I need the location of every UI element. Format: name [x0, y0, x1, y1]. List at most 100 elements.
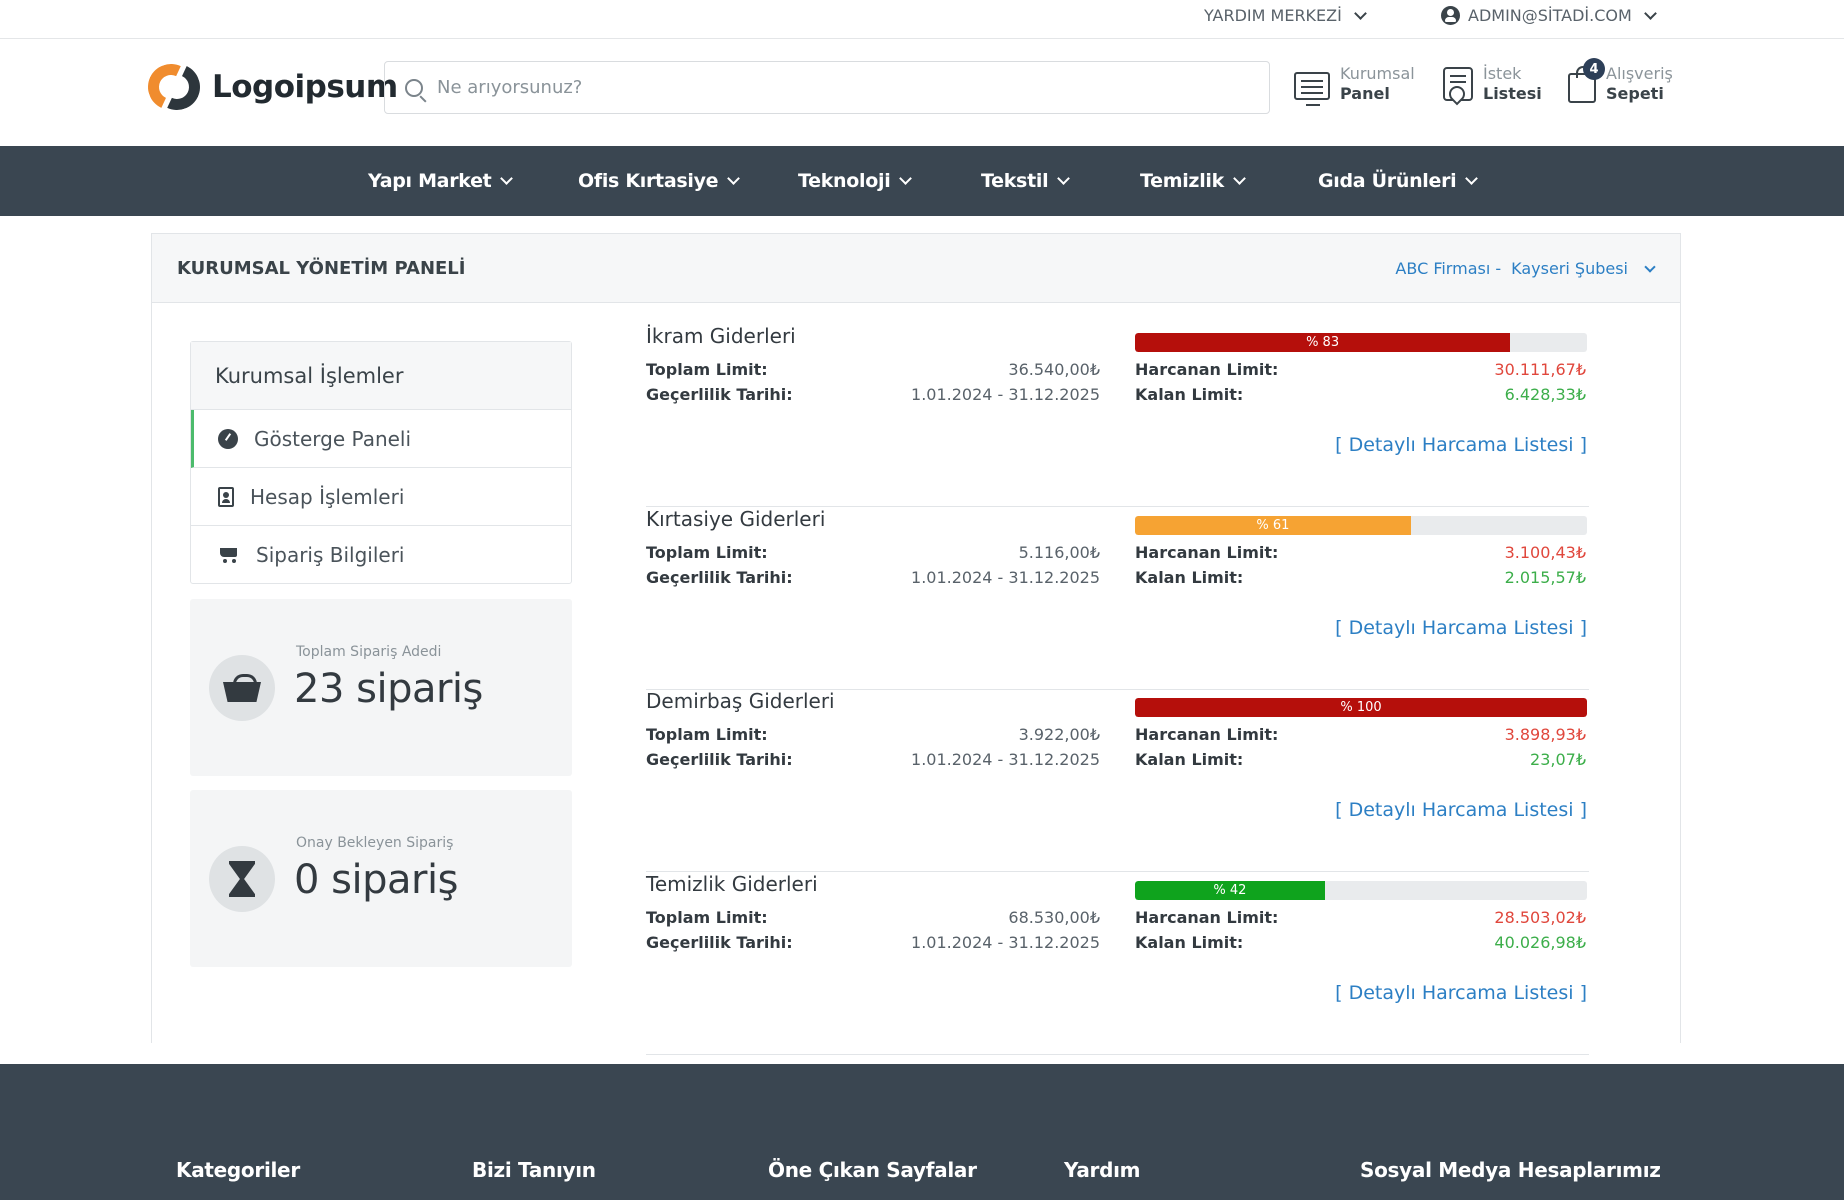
spent-limit-label: Harcanan Limit:	[1135, 908, 1279, 927]
spent-limit-label: Harcanan Limit:	[1135, 725, 1279, 744]
usage-percent-label: % 100	[1340, 700, 1382, 715]
budget-title: Kırtasiye Giderleri	[646, 507, 826, 531]
total-limit-label: Toplam Limit:	[646, 360, 768, 379]
validity-label: Geçerlilik Tarihi:	[646, 933, 793, 952]
nav-item-ofis-kirtasiye[interactable]: Ofis Kırtasiye	[578, 170, 741, 192]
address-book-icon	[218, 486, 234, 507]
footer-heading-about[interactable]: Bizi Tanıyın	[472, 1158, 596, 1182]
nav-item-label: Yapı Market	[368, 170, 492, 192]
budget-title: Demirbaş Giderleri	[646, 689, 835, 713]
nav-item-label: Teknoloji	[798, 170, 891, 192]
cart-count-badge: 4	[1583, 58, 1605, 80]
nav-item-gida-urunleri[interactable]: Gıda Ürünleri	[1318, 170, 1479, 192]
search-icon[interactable]	[405, 78, 423, 97]
corporate-panel-label-bottom: Panel	[1340, 84, 1390, 103]
wishlist-link[interactable]: İstek Listesi	[1443, 64, 1542, 104]
remaining-limit-value: 40.026,98₺	[1494, 933, 1586, 952]
budget-title: Temizlik Giderleri	[646, 872, 818, 896]
total-limit-value: 5.116,00₺	[1018, 543, 1100, 562]
chevron-down-icon	[1353, 6, 1367, 20]
chevron-down-icon	[1057, 172, 1071, 185]
shopping-cart-label-top: Alışveriş	[1606, 64, 1673, 83]
pending-orders-card: Onay Bekleyen Sipariş 0 sipariş	[190, 790, 572, 967]
remaining-limit-value: 2.015,57₺	[1504, 568, 1586, 587]
usage-progress-bar: % 100	[1135, 698, 1587, 717]
detail-spending-link[interactable]: [ Detaylı Harcama Listesi ]	[1335, 799, 1587, 821]
branch-name: Kayseri Şubesi	[1511, 259, 1628, 278]
remaining-limit-label: Kalan Limit:	[1135, 750, 1244, 769]
logo-text: Logoipsum	[212, 69, 398, 105]
nav-item-label: Gıda Ürünleri	[1318, 170, 1457, 192]
validity-label: Geçerlilik Tarihi:	[646, 750, 793, 769]
footer-heading-social[interactable]: Sosyal Medya Hesaplarımız	[1360, 1158, 1661, 1182]
search-box	[384, 61, 1270, 114]
remaining-limit-value: 6.428,33₺	[1504, 385, 1586, 404]
nav-item-label: Tekstil	[981, 170, 1049, 192]
validity-value: 1.01.2024 - 31.12.2025	[911, 750, 1100, 769]
stat-value: 23 sipariş	[294, 666, 483, 712]
budget-title: İkram Giderleri	[646, 324, 796, 348]
detail-spending-link[interactable]: [ Detaylı Harcama Listesi ]	[1335, 434, 1587, 456]
nav-item-label: Temizlik	[1140, 170, 1224, 192]
corporate-panel: KURUMSAL YÖNETİM PANELİ ABC Firması - Ka…	[151, 233, 1681, 1043]
nav-item-temizlik[interactable]: Temizlik	[1140, 170, 1246, 192]
total-limit-label: Toplam Limit:	[646, 543, 768, 562]
footer-heading-help[interactable]: Yardım	[1064, 1158, 1141, 1182]
corporate-panel-label-top: Kurumsal	[1340, 64, 1415, 83]
user-circle-icon	[1441, 6, 1460, 25]
usage-progress-bar: % 83	[1135, 333, 1587, 352]
help-center-menu[interactable]: YARDIM MERKEZİ	[1204, 6, 1367, 25]
stat-icon-circle	[209, 655, 275, 721]
page-title: KURUMSAL YÖNETİM PANELİ	[177, 258, 466, 279]
search-input[interactable]	[437, 77, 1237, 98]
user-account-menu[interactable]: ADMIN@SİTADİ.COM	[1441, 6, 1657, 25]
shopping-cart-link[interactable]: Alışveriş Sepeti	[1568, 64, 1673, 104]
spent-limit-value: 30.111,67₺	[1494, 360, 1586, 379]
chevron-down-icon	[1233, 172, 1246, 185]
detail-spending-link[interactable]: [ Detaylı Harcama Listesi ]	[1335, 982, 1587, 1004]
chevron-down-icon	[727, 172, 741, 185]
usage-progress-fill: % 83	[1135, 333, 1511, 352]
footer-heading-categories[interactable]: Kategoriler	[176, 1158, 300, 1182]
validity-value: 1.01.2024 - 31.12.2025	[911, 568, 1100, 587]
total-orders-card: Toplam Sipariş Adedi 23 sipariş	[190, 599, 572, 776]
budget-card: Demirbaş Giderleri Toplam Limit: 3.922,0…	[646, 689, 1589, 872]
usage-percent-label: % 83	[1306, 335, 1340, 350]
budget-card: Temizlik Giderleri Toplam Limit: 68.530,…	[646, 872, 1589, 1055]
sidebar-item-orders[interactable]: Sipariş Bilgileri	[191, 526, 571, 584]
validity-label: Geçerlilik Tarihi:	[646, 568, 793, 587]
usage-progress-fill: % 42	[1135, 881, 1325, 900]
sidebar-item-dashboard[interactable]: Gösterge Paneli	[191, 410, 571, 468]
sidebar-item-label: Gösterge Paneli	[254, 426, 412, 451]
sidebar-title: Kurumsal İşlemler	[191, 342, 571, 410]
site-footer: Kategoriler Bizi Tanıyın Öne Çıkan Sayfa…	[0, 1064, 1844, 1200]
validity-label: Geçerlilik Tarihi:	[646, 385, 793, 404]
chevron-down-icon	[500, 172, 514, 185]
sidebar-item-label: Sipariş Bilgileri	[256, 543, 405, 567]
chevron-down-icon	[1643, 6, 1657, 20]
stat-label: Toplam Sipariş Adedi	[296, 644, 442, 660]
branch-selector[interactable]: ABC Firması - Kayseri Şubesi	[1395, 259, 1656, 278]
usage-progress-bar: % 61	[1135, 516, 1587, 535]
shopping-cart-label-bottom: Sepeti	[1606, 84, 1664, 103]
nav-item-yapi-market[interactable]: Yapı Market	[368, 170, 514, 192]
cart-icon	[218, 545, 240, 565]
sidebar-item-account[interactable]: Hesap İşlemleri	[191, 468, 571, 526]
basket-icon	[223, 674, 261, 702]
help-center-label: YARDIM MERKEZİ	[1204, 6, 1342, 25]
corporate-panel-link[interactable]: Kurumsal Panel	[1294, 64, 1415, 106]
top-bar: YARDIM MERKEZİ ADMIN@SİTADİ.COM	[0, 0, 1844, 39]
nav-item-teknoloji[interactable]: Teknoloji	[798, 170, 913, 192]
total-limit-value: 36.540,00₺	[1008, 360, 1100, 379]
stat-value: 0 sipariş	[294, 857, 458, 903]
footer-heading-featured[interactable]: Öne Çıkan Sayfalar	[768, 1158, 977, 1182]
panel-header: KURUMSAL YÖNETİM PANELİ ABC Firması - Ka…	[152, 234, 1680, 303]
chevron-down-icon	[899, 172, 913, 185]
nav-item-tekstil[interactable]: Tekstil	[981, 170, 1071, 192]
site-logo[interactable]: Logoipsum	[141, 57, 398, 117]
remaining-limit-label: Kalan Limit:	[1135, 568, 1244, 587]
spent-limit-label: Harcanan Limit:	[1135, 360, 1279, 379]
detail-spending-link[interactable]: [ Detaylı Harcama Listesi ]	[1335, 617, 1587, 639]
sidebar-item-label: Hesap İşlemleri	[250, 484, 405, 509]
budget-card: İkram Giderleri Toplam Limit: 36.540,00₺…	[646, 324, 1589, 507]
